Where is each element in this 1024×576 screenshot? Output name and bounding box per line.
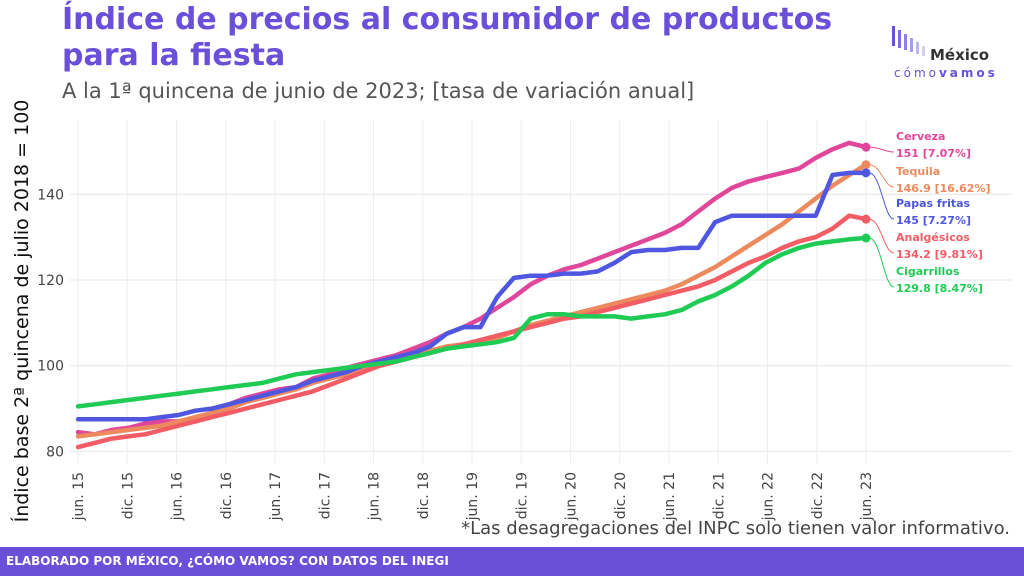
x-tick-labels: jun. 15 dic. 15 jun. 16 dic. 16 jun. 17 dic. … xyxy=(71,472,875,521)
series-value-label: 146.9 [16.62%] xyxy=(896,182,991,195)
series-lines xyxy=(75,140,871,450)
footer-text: ELABORADO POR MÉXICO, ¿CÓMO VAMOS? CON D… xyxy=(6,554,449,568)
x-tick-label: jun. 17 xyxy=(268,472,284,521)
chart-title: Índice de precios al consumidor de produ… xyxy=(62,2,833,73)
x-tick-label: jun. 19 xyxy=(465,472,481,521)
x-tick-label: jun. 18 xyxy=(367,472,383,521)
series-end-point xyxy=(861,168,871,178)
series-end-point xyxy=(861,214,871,224)
series-line-analgésicos xyxy=(75,213,869,450)
x-tick-label: jun. 22 xyxy=(761,472,777,521)
x-tick-label: dic. 21 xyxy=(711,472,727,519)
series-line-cigarrillos xyxy=(75,235,869,409)
footer-bar: ELABORADO POR MÉXICO, ¿CÓMO VAMOS? CON D… xyxy=(0,547,1024,576)
logo-sub-text: cómovamos xyxy=(894,66,998,80)
series-value-label: 151 [7.07%] xyxy=(896,147,971,160)
series-name-label: Cigarrillos xyxy=(896,265,960,278)
x-tick-label: dic. 15 xyxy=(120,472,136,519)
label-connector xyxy=(868,218,895,254)
series-value-label: 145 [7.27%] xyxy=(896,214,971,227)
series-end-point xyxy=(861,160,871,170)
x-tick-label: jun. 20 xyxy=(564,472,580,521)
y-tick-label: 140 xyxy=(37,187,64,203)
series-end-point xyxy=(861,142,871,152)
x-tick-label: dic. 18 xyxy=(416,472,432,519)
footnote: *Las desagregaciones del INPC solo tiene… xyxy=(461,518,1010,539)
x-tick-label: dic. 19 xyxy=(514,472,530,519)
label-connector xyxy=(868,146,895,153)
y-tick-label: 120 xyxy=(37,273,64,289)
y-tick-label: 80 xyxy=(46,444,64,460)
logo-main-text: México xyxy=(930,46,990,64)
series-value-label: 129.8 [8.47%] xyxy=(896,282,983,295)
logo-bars-icon xyxy=(892,26,925,56)
series-name-label: Analgésicos xyxy=(896,231,970,244)
x-tick-label: dic. 17 xyxy=(317,472,333,519)
grid-lines xyxy=(70,120,1012,464)
series-value-label: 134.2 [9.81%] xyxy=(896,248,983,261)
mexico-como-vamos-logo: México cómovamos xyxy=(892,24,1002,84)
series-name-label: Cerveza xyxy=(896,130,945,143)
x-tick-label: jun. 21 xyxy=(662,472,678,521)
label-connector xyxy=(868,237,895,288)
series-name-label: Papas fritas xyxy=(896,197,971,210)
x-tick-label: jun. 16 xyxy=(170,472,186,521)
x-tick-label: jun. 15 xyxy=(71,472,87,521)
label-connector xyxy=(868,172,895,220)
x-tick-label: dic. 20 xyxy=(613,472,629,519)
series-labels: Cerveza 151 [7.07%] Tequila 146.9 [16.62%] P… xyxy=(868,130,991,295)
y-tick-labels: 80 100 120 140 xyxy=(37,187,64,460)
label-connector xyxy=(868,164,895,188)
series-line-papas-fritas xyxy=(75,170,869,422)
series-name-label: Tequila xyxy=(896,165,940,178)
x-tick-label: jun. 23 xyxy=(859,472,875,521)
x-tick-label: dic. 16 xyxy=(219,472,235,519)
x-tick-label: dic. 22 xyxy=(810,472,826,519)
y-tick-label: 100 xyxy=(37,359,64,375)
chart-subtitle: A la 1ª quincena de junio de 2023; [tasa… xyxy=(62,79,695,103)
series-end-point xyxy=(861,233,871,243)
line-chart: 80 100 120 140 jun. 15 dic. 15 jun. 16 dic. 16… xyxy=(37,120,1012,521)
